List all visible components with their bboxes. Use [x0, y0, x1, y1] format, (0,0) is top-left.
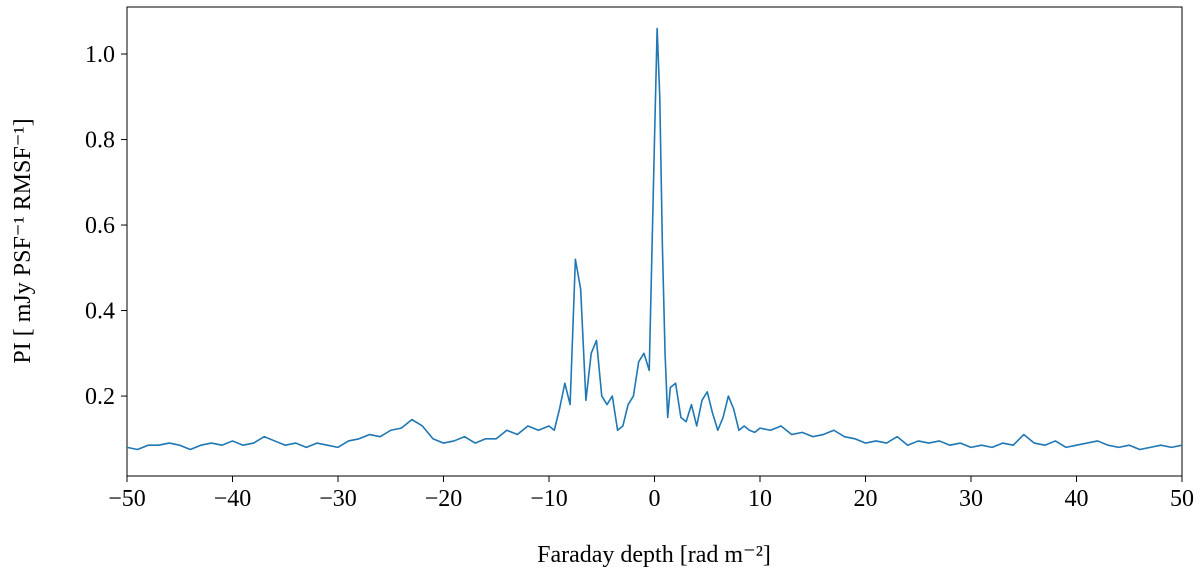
- x-tick-label: −10: [530, 486, 568, 512]
- y-tick-label: 0.4: [85, 299, 115, 325]
- x-tick-label: −30: [319, 486, 357, 512]
- x-tick-label: 30: [959, 486, 983, 512]
- x-tick-label: 0: [649, 486, 661, 512]
- y-axis-label: PI [ mJy PSF⁻¹ RMSF⁻¹]: [10, 118, 36, 363]
- x-tick-label: 50: [1170, 486, 1194, 512]
- plot-frame: [126, 6, 1183, 477]
- x-tick-label: −50: [108, 486, 146, 512]
- x-tick-label: 20: [854, 486, 878, 512]
- x-axis-label: Faraday depth [rad m⁻²]: [537, 542, 771, 568]
- x-tick-label: −40: [214, 486, 252, 512]
- x-tick-label: −20: [425, 486, 463, 512]
- x-tick-label: 40: [1065, 486, 1089, 512]
- y-tick-label: 1.0: [85, 42, 115, 68]
- x-tick-label: 10: [748, 486, 772, 512]
- y-tick-label: 0.8: [85, 128, 115, 154]
- data-line: [126, 27, 1183, 451]
- y-tick-label: 0.6: [85, 213, 115, 239]
- y-tick-label: 0.2: [85, 384, 115, 410]
